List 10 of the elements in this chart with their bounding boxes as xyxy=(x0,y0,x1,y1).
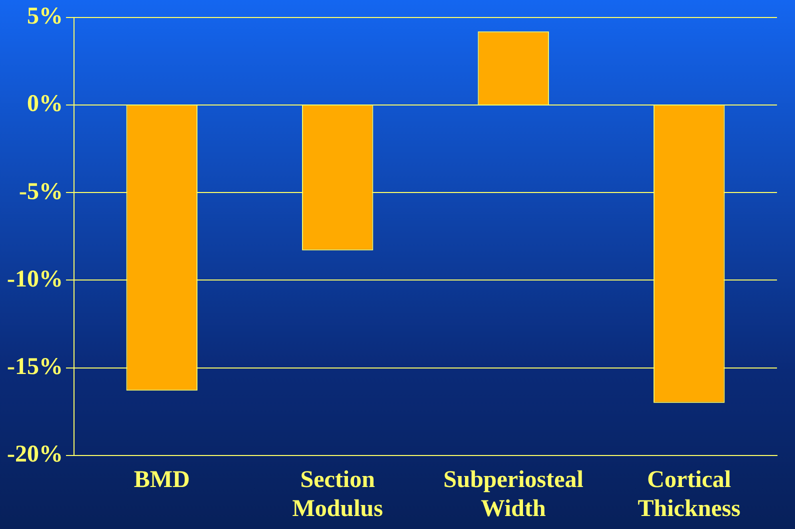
y-tick-label: 0% xyxy=(26,91,63,118)
y-tick-label: -5% xyxy=(18,178,63,205)
y-tick-label: 5% xyxy=(26,4,63,30)
x-tick-label: Subperiosteal Width xyxy=(443,467,584,522)
x-tick-label: BMD xyxy=(134,467,190,494)
y-tick-label: -15% xyxy=(6,354,63,380)
y-tick-label: -10% xyxy=(6,266,63,292)
y-tick-label: -20% xyxy=(6,442,63,468)
x-tick-label: Cortical Thickness xyxy=(638,467,740,522)
x-tick-label: Section Modulus xyxy=(292,467,383,522)
